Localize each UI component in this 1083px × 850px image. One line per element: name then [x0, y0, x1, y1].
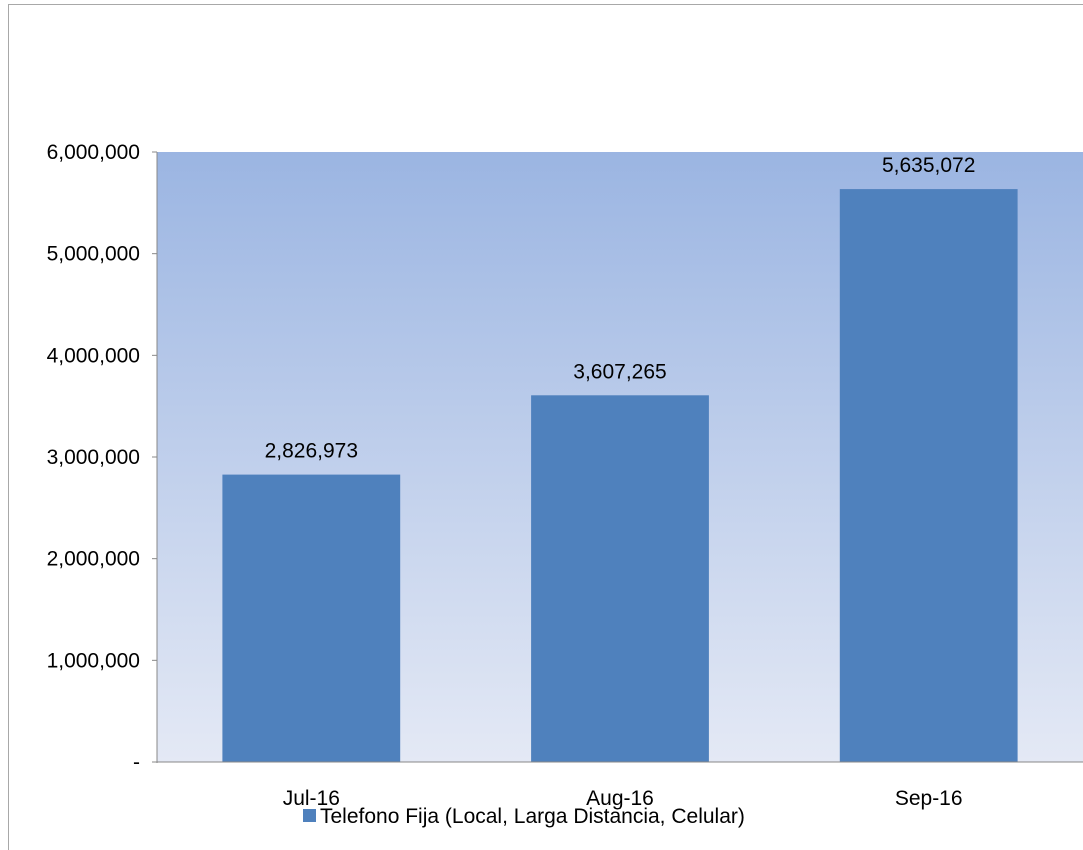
x-tick-label-jul-16: Jul-16 [283, 787, 340, 810]
bar-aug-16 [531, 395, 709, 762]
y-tick-label: 6,000,000 [47, 141, 140, 164]
y-tick-label: - [133, 751, 140, 774]
legend-label: Telefono Fija (Local, Larga Distancia, C… [320, 805, 745, 828]
x-tick-label-sep-16: Sep-16 [895, 787, 963, 810]
y-tick-label: 2,000,000 [47, 548, 140, 571]
chart-frame [8, 4, 1083, 850]
y-tick-label: 1,000,000 [47, 649, 140, 672]
bar-jul-16 [222, 474, 401, 762]
data-label-aug-16: 3,607,265 [573, 360, 666, 383]
y-tick-label: 4,000,000 [47, 344, 140, 367]
legend-swatch [303, 809, 316, 822]
bar-sep-16 [839, 189, 1018, 763]
y-tick-label: 3,000,000 [47, 446, 140, 469]
x-tick-label-aug-16: Aug-16 [586, 787, 654, 810]
data-label-jul-16: 2,826,973 [265, 440, 358, 463]
y-tick-label: 5,000,000 [47, 243, 140, 266]
data-label-sep-16: 5,635,072 [882, 154, 975, 177]
